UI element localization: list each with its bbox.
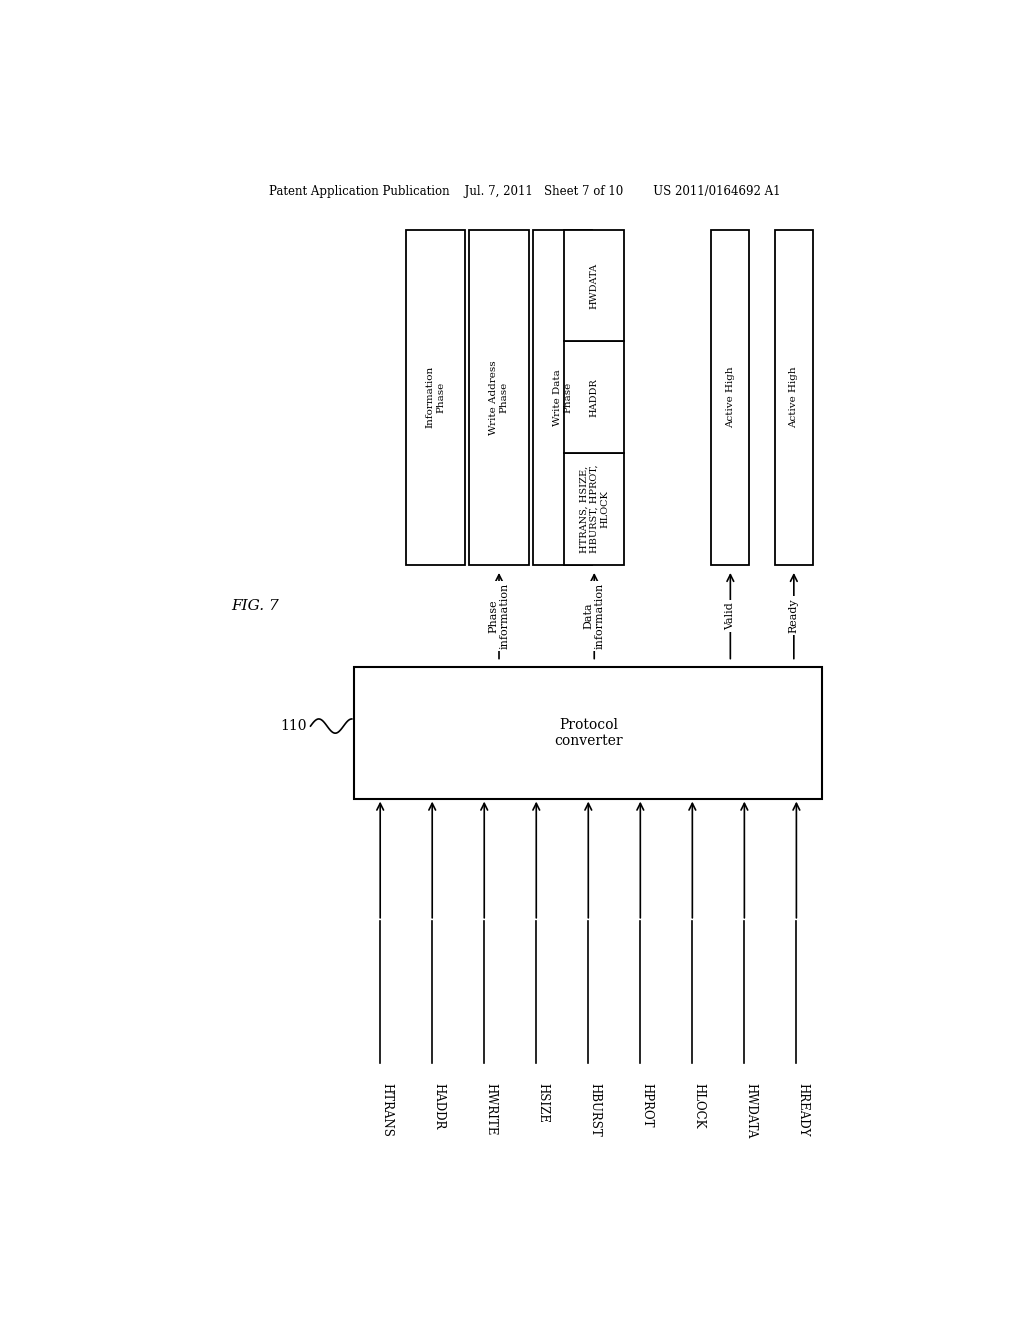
Bar: [564, 453, 624, 565]
Bar: [712, 230, 750, 565]
Text: HWRITE: HWRITE: [484, 1084, 498, 1135]
Text: Valid: Valid: [725, 602, 735, 630]
Text: HTRANS: HTRANS: [380, 1084, 393, 1138]
Text: FIG. 7: FIG. 7: [231, 598, 279, 612]
Text: Write Data
Phase: Write Data Phase: [553, 368, 572, 425]
Text: HLOCK: HLOCK: [692, 1084, 706, 1129]
Text: HBURST: HBURST: [588, 1084, 601, 1137]
Text: HADDR: HADDR: [590, 378, 599, 417]
Text: Patent Application Publication    Jul. 7, 2011   Sheet 7 of 10        US 2011/01: Patent Application Publication Jul. 7, 2…: [269, 185, 780, 198]
Text: Phase
information: Phase information: [488, 582, 510, 649]
Text: HPROT: HPROT: [640, 1084, 653, 1127]
Text: Write Address
Phase: Write Address Phase: [489, 360, 509, 434]
Text: HTRANS, HSIZE,
HBURST, HPROT,
HLOCK: HTRANS, HSIZE, HBURST, HPROT, HLOCK: [580, 465, 609, 553]
Bar: [564, 230, 624, 342]
Bar: [354, 667, 822, 799]
Text: HSIZE: HSIZE: [537, 1084, 549, 1123]
Text: Ready: Ready: [788, 598, 799, 634]
Text: HREADY: HREADY: [797, 1084, 809, 1137]
Bar: [406, 230, 465, 565]
Text: Active High: Active High: [726, 367, 735, 428]
Bar: [775, 230, 813, 565]
Text: HWDATA: HWDATA: [744, 1084, 758, 1139]
Bar: [532, 230, 592, 565]
Text: HWDATA: HWDATA: [590, 263, 599, 309]
Bar: [564, 342, 624, 453]
Text: Data
information: Data information: [584, 582, 605, 649]
Text: 110: 110: [280, 719, 306, 733]
Bar: [469, 230, 528, 565]
Text: Protocol
converter: Protocol converter: [554, 718, 623, 747]
Text: HADDR: HADDR: [432, 1084, 445, 1130]
Text: Active High: Active High: [790, 367, 799, 428]
Text: Information
Phase: Information Phase: [426, 366, 445, 429]
